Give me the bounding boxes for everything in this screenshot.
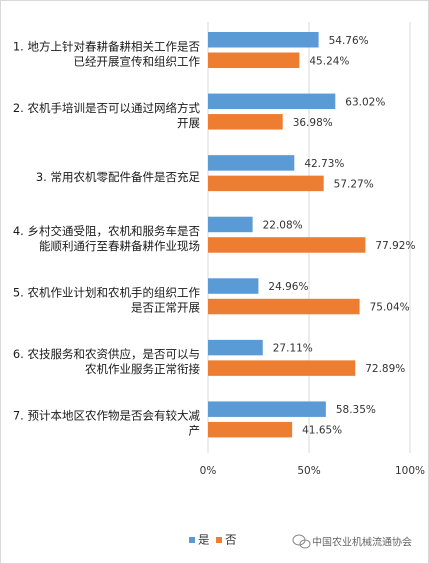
data-label: 22.08% (263, 219, 303, 231)
data-label: 54.76% (329, 35, 369, 47)
legend: 是否 (189, 533, 237, 547)
legend-label: 否 (225, 533, 237, 547)
data-label: 27.11% (273, 343, 313, 355)
watermark-text: 中国农业机械流通协会 (312, 536, 412, 549)
category-label: 3. 常用农机零配件备件是否充足 (36, 170, 201, 184)
bar (208, 298, 360, 315)
legend-label: 是 (198, 533, 210, 547)
bar (208, 175, 324, 192)
category-label: 已经开展宣传和组织工作 (74, 54, 201, 68)
data-label: 36.98% (293, 117, 333, 129)
data-label: 63.02% (345, 96, 385, 108)
data-label: 72.89% (365, 363, 405, 375)
bar (208, 360, 356, 376)
x-tick-label: 50% (297, 465, 320, 477)
data-label: 57.27% (334, 178, 374, 190)
category-label: 农机作业服务正常衔接 (85, 362, 200, 376)
category-label: 产 (189, 424, 201, 438)
data-label: 45.24% (309, 55, 349, 67)
category-label: 是否正常开展 (131, 301, 200, 315)
category-label: 开展 (177, 116, 200, 130)
category-label: 4. 乡村交通受阻，农机和服务车是否 (13, 224, 201, 238)
category-label: 能顺利通行至春耕备耕作业现场 (39, 239, 200, 253)
bar (208, 216, 253, 233)
data-label: 41.65% (302, 425, 342, 437)
category-label: 5. 农机作业计划和农机手的组织工作 (13, 286, 201, 300)
bar (208, 339, 263, 356)
category-label: 2. 农机手培训是否可以通过网络方式 (13, 101, 201, 115)
bar (208, 155, 295, 171)
bar (208, 52, 300, 68)
labels: 0% 50% 100% 54.76% 45.24% 1. 地方上针对春耕备耕相关工作是否已… (13, 35, 425, 477)
bar (208, 278, 259, 294)
x-tick-label: 0% (200, 465, 217, 477)
legend-swatch (216, 537, 222, 543)
wechat-icon-bubble (299, 539, 311, 549)
legend-swatch (189, 537, 195, 543)
bar (208, 237, 366, 253)
category-label: 6. 农技服务和农资供应，是否可以与 (13, 347, 200, 361)
watermark: 中国农业机械流通协会 (292, 534, 412, 549)
data-label: 42.73% (304, 158, 344, 170)
bar (208, 421, 293, 438)
bars (208, 32, 366, 438)
bar (208, 114, 283, 130)
x-tick-label: 100% (395, 465, 425, 477)
bar (208, 93, 336, 110)
data-label: 24.96% (268, 281, 308, 293)
bar (208, 401, 326, 417)
category-label: 1. 地方上针对春耕备耕相关工作是否 (13, 39, 201, 53)
bar (208, 32, 319, 48)
data-label: 77.92% (375, 240, 415, 252)
data-label: 75.04% (370, 302, 410, 314)
category-label: 7. 预计本地区农作物是否会有较大减 (13, 409, 201, 423)
data-label: 58.35% (336, 404, 376, 416)
